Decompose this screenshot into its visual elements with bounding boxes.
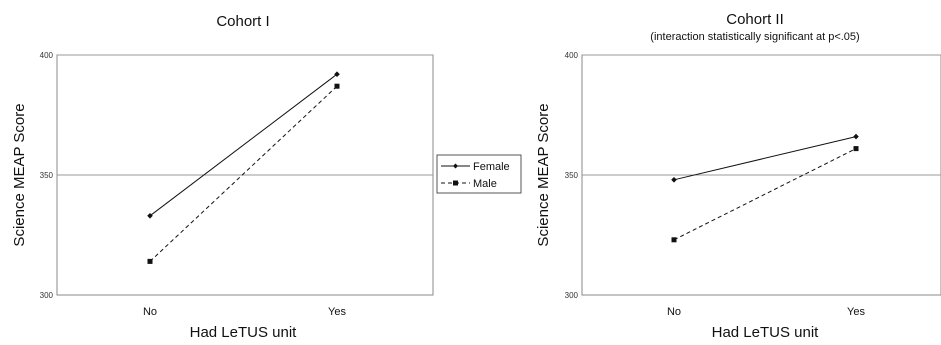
x-tick-label: No <box>667 306 681 318</box>
y-tick-labels: 300 350 400 <box>40 51 54 300</box>
y-tick-label: 350 <box>565 171 579 180</box>
y-tick-label: 400 <box>40 51 54 60</box>
x-axis-title: Had LeTUS unit <box>190 324 298 341</box>
diamond-marker-icon <box>453 163 458 169</box>
legend-label: Female <box>473 161 510 173</box>
chart-cohort-2: Cohort II (interaction statistically sig… <box>535 11 941 341</box>
legend-entry-male: Male <box>441 178 497 190</box>
y-tick-label: 350 <box>40 171 54 180</box>
x-tick-label: No <box>143 306 157 318</box>
series-line-male <box>673 148 857 241</box>
y-tick-label: 400 <box>565 51 579 60</box>
legend-entry-female: Female <box>441 161 510 173</box>
gridlines <box>582 54 941 176</box>
y-tick-label: 300 <box>565 291 579 300</box>
x-tick-label: Yes <box>847 306 865 318</box>
series-layer <box>147 71 340 264</box>
gridlines <box>57 54 433 176</box>
x-tick-labels: No Yes <box>143 306 346 318</box>
legend-box <box>436 154 522 194</box>
data-point-male <box>671 237 677 243</box>
series-line-female <box>149 73 338 217</box>
series-line-male <box>149 85 338 262</box>
y-tick-label: 300 <box>40 291 54 300</box>
data-point-female <box>147 213 153 219</box>
chart-subtitle: (interaction statistically significant a… <box>650 31 859 43</box>
y-tick-labels: 300 350 400 <box>565 51 579 300</box>
data-point-female <box>671 177 677 183</box>
x-tick-label: Yes <box>328 306 346 318</box>
series-layer <box>671 133 859 243</box>
legend-label: Male <box>473 178 497 190</box>
x-tick-labels: No Yes <box>667 306 865 318</box>
data-point-female <box>853 133 859 140</box>
legend: Female Male <box>436 154 522 194</box>
chart-title: Cohort II <box>726 11 784 28</box>
square-marker-icon <box>453 180 458 186</box>
data-point-male <box>147 258 153 264</box>
data-point-male <box>334 83 340 89</box>
y-axis-title: Science MEAP Score <box>535 103 552 246</box>
data-point-male <box>853 146 859 152</box>
data-point-female <box>334 71 340 77</box>
x-axis-title: Had LeTUS unit <box>712 324 820 341</box>
y-axis-title: Science MEAP Score <box>11 103 28 246</box>
series-line-female <box>673 136 857 181</box>
chart-title: Cohort I <box>216 13 269 30</box>
